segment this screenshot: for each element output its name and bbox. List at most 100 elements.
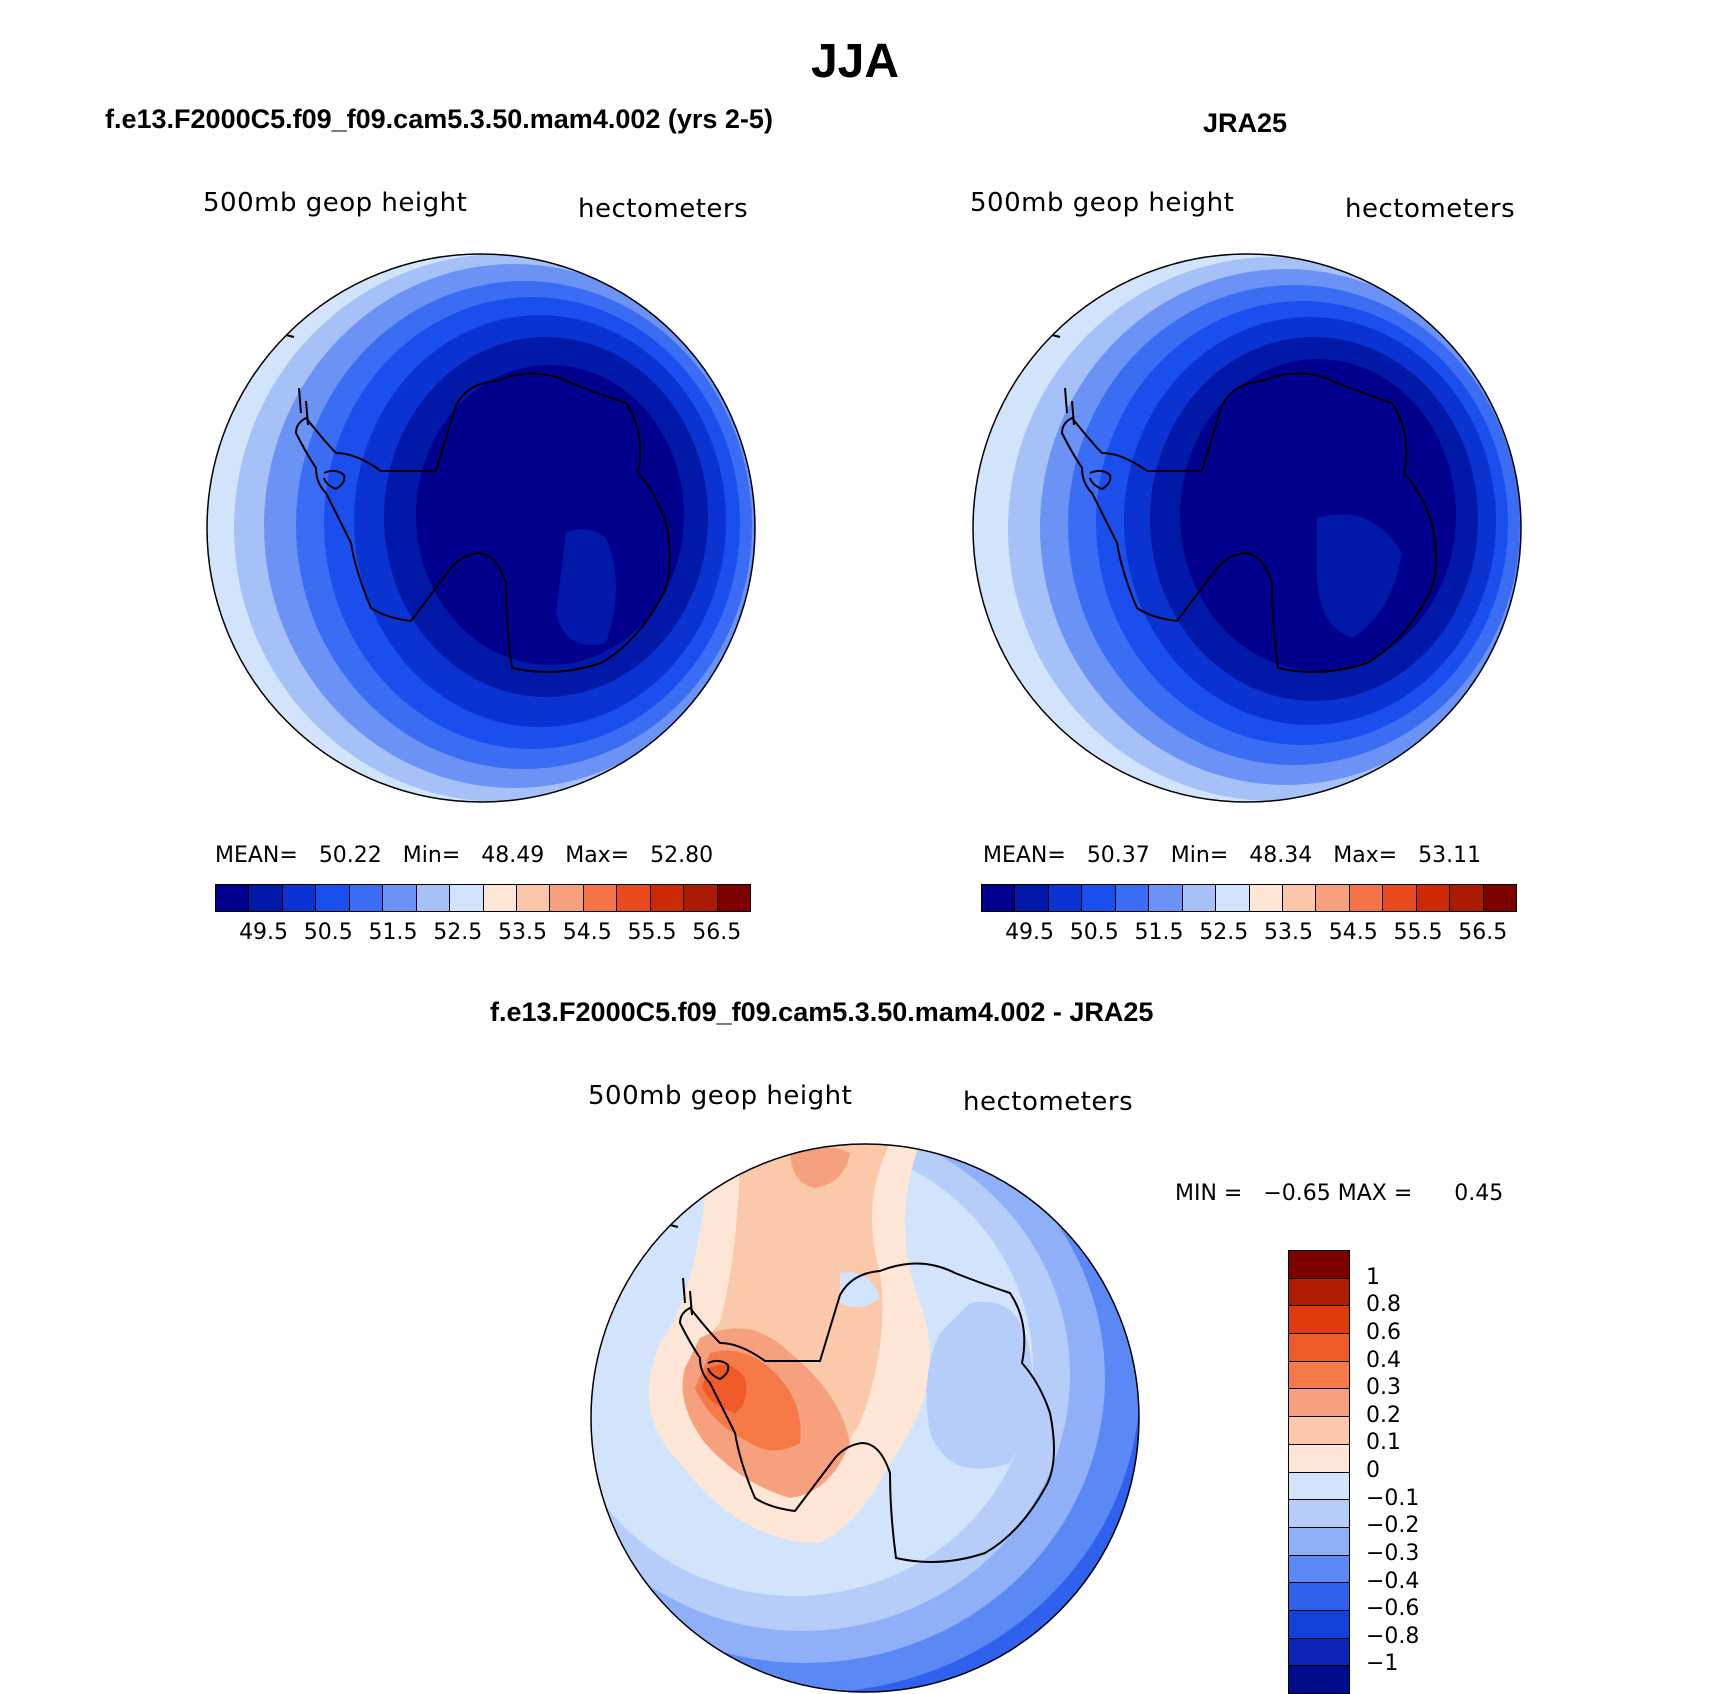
model-colorbar-tick: 51.5 [368,920,418,945]
antarctica-coastline [285,334,671,673]
model-colorbar-swatch [717,885,750,911]
model-colorbar-swatch [516,885,551,911]
obs-stats: MEAN= 50.37 Min= 48.34 Max= 53.11 [983,843,1481,868]
diff-colorbar-swatch [1289,1278,1349,1307]
obs-colorbar-swatch [1182,885,1217,911]
diff-colorbar-tick: −0.1 [1366,1485,1420,1511]
obs-colorbar [981,884,1517,912]
model-max-value: 52.80 [650,843,714,868]
obs-contour-fill [973,254,1521,802]
diff-colorbar-swatch [1289,1472,1349,1501]
obs-map-border [972,253,1522,803]
model-variable-label: 500mb geop height [203,188,468,218]
diff-max-label: MAX = [1337,1181,1413,1206]
obs-colorbar-tick: 54.5 [1328,920,1378,945]
obs-colorbar-swatch [1015,885,1049,911]
model-colorbar-swatch [316,885,350,911]
diff-colorbar-tick: −1 [1366,1651,1399,1677]
diff-colorbar-tick: 0.1 [1366,1430,1401,1456]
obs-variable-label: 500mb geop height [970,188,1235,218]
diff-colorbar-tick: 0.6 [1366,1319,1401,1345]
model-colorbar-tick: 52.5 [433,920,483,945]
model-map-border [206,253,756,803]
obs-colorbar-swatch [1216,885,1250,911]
model-colorbar-tick: 49.5 [239,920,289,945]
obs-polar-map [972,253,1522,803]
model-colorbar-tick: 50.5 [303,920,353,945]
model-colorbar-swatch [282,885,317,911]
model-min-label: Min= [402,843,461,868]
obs-units-label: hectometers [1345,194,1516,224]
diff-colorbar-tick: 0.2 [1366,1402,1401,1428]
diff-colorbar-swatch [1289,1444,1349,1473]
obs-colorbar-tick: 53.5 [1264,920,1313,945]
diff-colorbar-swatch [1289,1610,1349,1639]
antarctica-coastline [669,1224,1055,1563]
diff-colorbar-tick: 0.3 [1366,1375,1401,1401]
diff-colorbar-tick: 0.4 [1366,1347,1401,1373]
obs-colorbar-swatch [1082,885,1116,911]
model-min-value: 48.49 [481,843,545,868]
model-colorbar-tick: 56.5 [692,920,742,945]
diff-colorbar-tick: −0.6 [1366,1596,1420,1622]
obs-colorbar-tick: 51.5 [1134,920,1184,945]
model-mean-label: MEAN= [215,843,298,868]
model-colorbar-swatch [550,885,584,911]
antarctica-coastline [1051,334,1437,673]
obs-colorbar-swatch [1149,885,1183,911]
diff-colorbar-tick: 1 [1366,1264,1380,1290]
model-contour-fill [207,254,755,802]
diff-max-value: 0.45 [1454,1181,1504,1206]
obs-min-label: Min= [1170,843,1229,868]
diff-colorbar-swatch [1289,1334,1349,1362]
obs-colorbar-tick: 49.5 [1005,920,1055,945]
model-colorbar-ticks: 49.5 50.5 51.5 52.5 53.5 54.5 55.5 56.5 [215,920,749,945]
obs-mean-label: MEAN= [983,843,1066,868]
model-colorbar-swatch [583,885,618,911]
diff-colorbar-swatch [1289,1638,1349,1667]
obs-colorbar-swatch [1115,885,1150,911]
diff-colorbar-swatch [1289,1500,1349,1528]
obs-colorbar-swatch [1048,885,1083,911]
diff-units-label: hectometers [963,1087,1134,1117]
diff-contour-fill [591,1144,1139,1692]
model-colorbar-swatch [249,885,283,911]
model-colorbar-swatch [684,885,718,911]
model-max-label: Max= [565,843,630,868]
model-colorbar-swatch [483,885,517,911]
diff-polar-map [590,1143,1140,1693]
model-colorbar-swatch [416,885,451,911]
model-panel-title: f.e13.F2000C5.f09_f09.cam5.3.50.mam4.002… [105,104,773,134]
diff-colorbar-swatch [1289,1306,1349,1335]
diff-colorbar-swatch [1289,1583,1349,1611]
diff-min-label: MIN = [1175,1181,1243,1206]
obs-max-value: 53.11 [1418,843,1482,868]
obs-colorbar-swatch [1383,885,1417,911]
diff-colorbar-tick: −0.2 [1366,1513,1420,1539]
model-colorbar-swatch [349,885,384,911]
model-colorbar-swatch [617,885,651,911]
diff-colorbar-ticks: 1 0.8 0.6 0.4 0.3 0.2 0.1 0 −0.1 −0.2 −0.3 −0.4 −0.6… [1366,1250,1466,1692]
obs-colorbar-swatch [982,885,1016,911]
model-polar-map [206,253,756,803]
figure-title: JJA [810,35,900,88]
diff-colorbar-swatch [1289,1361,1349,1390]
obs-panel-title: JRA25 [1203,108,1288,138]
obs-max-label: Max= [1333,843,1398,868]
obs-colorbar-swatch [1316,885,1350,911]
model-colorbar [215,884,751,912]
obs-colorbar-swatch [1450,885,1484,911]
model-colorbar-swatch [450,885,484,911]
model-stats: MEAN= 50.22 Min= 48.49 Max= 52.80 [215,843,713,868]
obs-colorbar-tick: 55.5 [1393,920,1443,945]
model-colorbar-swatch [383,885,417,911]
model-colorbar-tick: 54.5 [562,920,612,945]
diff-colorbar-tick: −0.4 [1366,1568,1420,1594]
diff-min-value: −0.65 [1263,1181,1331,1206]
diff-colorbar-swatch [1289,1417,1349,1445]
model-colorbar-swatch [650,885,685,911]
diff-colorbar-tick: 0.8 [1366,1292,1401,1318]
obs-colorbar-swatch [1249,885,1283,911]
obs-colorbar-tick: 50.5 [1069,920,1119,945]
obs-colorbar-swatch [1416,885,1451,911]
